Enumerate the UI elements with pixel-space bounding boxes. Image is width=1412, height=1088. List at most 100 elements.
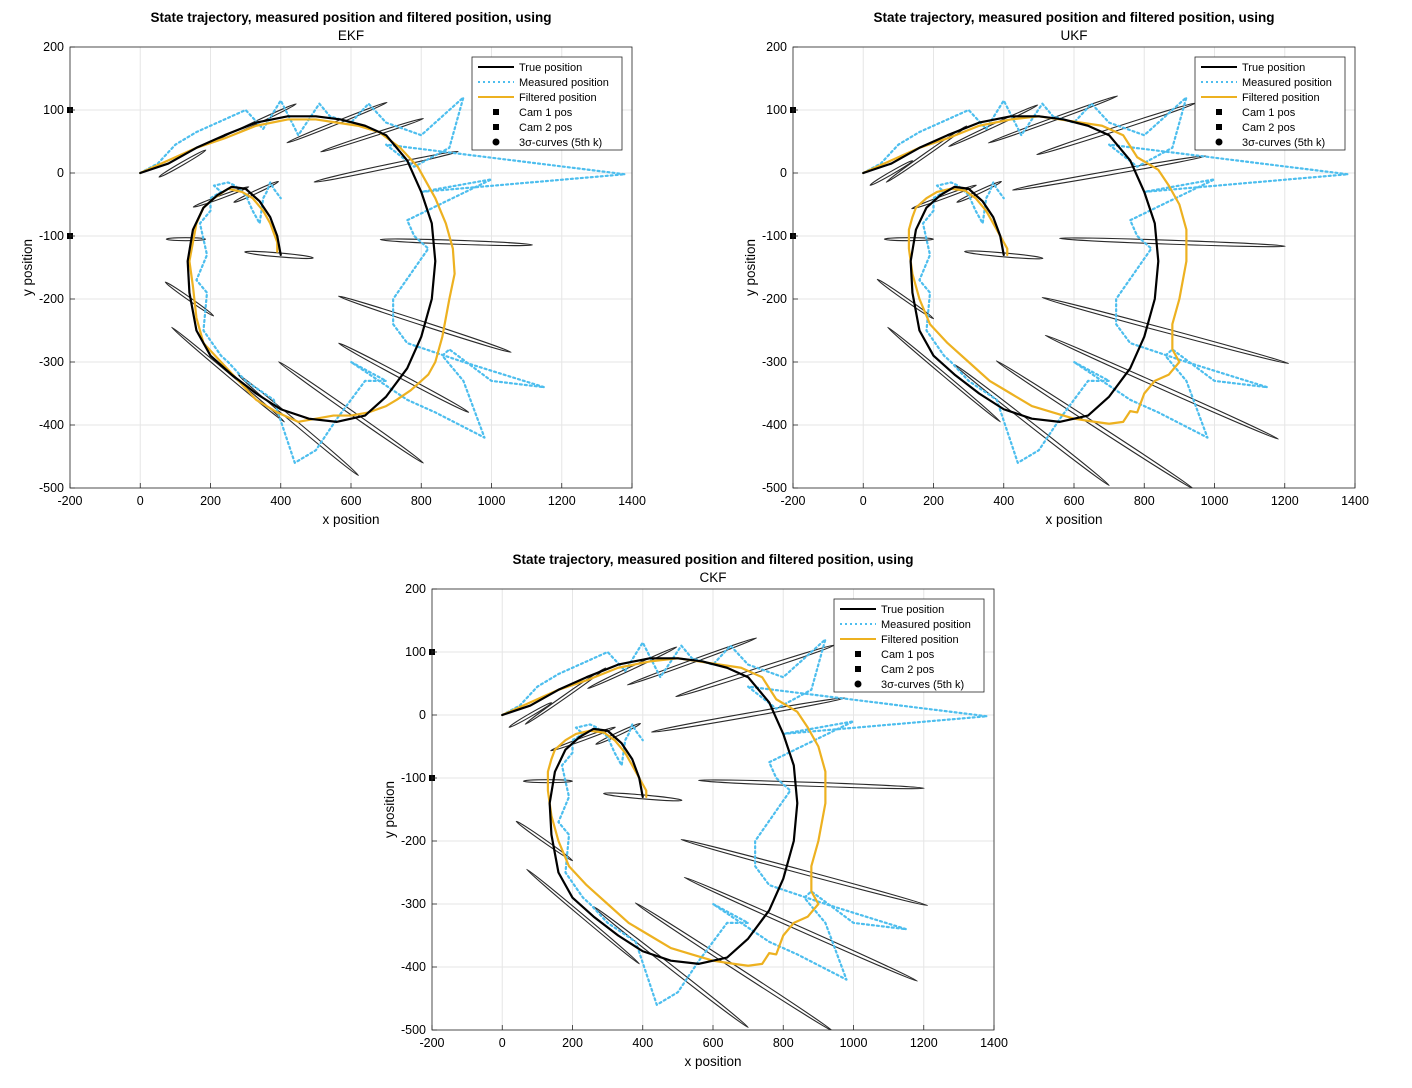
sigma-ellipse — [634, 902, 834, 1030]
chart-subtitle: UKF — [1061, 28, 1088, 43]
y-tick-label: -200 — [401, 834, 426, 848]
y-tick-label: -500 — [762, 481, 787, 495]
sigma-ellipse — [320, 117, 424, 153]
filtered-position-line — [501, 657, 827, 967]
y-tick-label: 200 — [766, 40, 787, 54]
x-tick-label: -200 — [57, 494, 82, 508]
legend-label: Filtered position — [1242, 92, 1320, 104]
legend-label: Filtered position — [519, 92, 597, 104]
sigma-ellipse — [515, 820, 574, 862]
chart-title: State trajectory, measured position and … — [512, 552, 913, 567]
x-tick-label: 800 — [1134, 494, 1155, 508]
y-tick-label: -100 — [401, 771, 426, 785]
y-axis-label: y position — [743, 239, 758, 296]
sigma-ellipse — [338, 342, 470, 413]
y-tick-label: 200 — [405, 582, 426, 596]
sigma-ellipse — [885, 125, 968, 183]
legend-label: Cam 1 pos — [1242, 107, 1296, 119]
legend-label: Cam 1 pos — [519, 107, 573, 119]
legend-label: Cam 2 pos — [519, 122, 573, 134]
sigma-ellipse — [550, 726, 616, 752]
y-tick-label: 200 — [43, 40, 64, 54]
x-tick-label: 0 — [860, 494, 867, 508]
y-tick-label: -100 — [762, 229, 787, 243]
y-tick-label: 100 — [43, 103, 64, 117]
y-tick-label: 0 — [419, 708, 426, 722]
legend-swatch-camera — [493, 109, 499, 115]
sigma-ellipse — [237, 373, 360, 477]
x-tick-label: 1000 — [840, 1036, 868, 1050]
sigma-ellipse — [526, 868, 640, 965]
x-tick-label: 1000 — [1201, 494, 1229, 508]
x-tick-label: 1400 — [618, 494, 646, 508]
x-tick-label: 1200 — [548, 494, 576, 508]
sigma-ellipse — [948, 104, 1039, 148]
y-tick-label: 0 — [57, 166, 64, 180]
sigma-ellipse — [587, 646, 678, 690]
sigma-ellipse — [698, 779, 925, 790]
y-tick-label: -300 — [39, 355, 64, 369]
sigma-ellipse — [887, 326, 1001, 423]
data-layer — [139, 96, 627, 477]
filtered-position-line — [862, 115, 1188, 425]
legend-label: Cam 2 pos — [1242, 122, 1296, 134]
sigma-ellipse — [869, 160, 914, 186]
legend-label: True position — [519, 62, 582, 74]
sigma-ellipse — [165, 237, 207, 242]
legend-swatch-camera — [493, 124, 499, 130]
sigma-ellipse — [683, 876, 918, 982]
y-tick-label: -400 — [401, 960, 426, 974]
legend-label: Measured position — [881, 619, 971, 631]
x-tick-label: 1200 — [910, 1036, 938, 1050]
legend: True position Measured position Filtered p… — [471, 56, 623, 151]
y-tick-label: -500 — [401, 1023, 426, 1037]
sigma-ellipse — [680, 838, 929, 907]
data-layer — [501, 637, 989, 1030]
sigma-ellipse — [379, 238, 533, 247]
legend-label: True position — [1242, 62, 1305, 74]
y-tick-label: -400 — [39, 418, 64, 432]
true-position-line — [139, 115, 437, 423]
x-axis-label: x position — [1045, 512, 1102, 527]
sigma-ellipse — [313, 150, 459, 183]
chart-panel-ekf: -200 0 200 400 600 800 1000 1200 1400-500-400-30… — [20, 10, 646, 527]
x-tick-label: 400 — [270, 494, 291, 508]
x-tick-label: -200 — [780, 494, 805, 508]
sigma-ellipse — [956, 180, 1002, 203]
legend-label: 3σ-curves (5th k) — [519, 137, 602, 149]
chart-panel-ukf: -200 0 200 400 600 800 1000 1200 1400-500-400-30… — [743, 10, 1369, 527]
sigma-ellipse — [508, 702, 553, 728]
legend-swatch-camera — [855, 651, 861, 657]
legend-label: Filtered position — [881, 634, 959, 646]
sigma-ellipse — [278, 361, 424, 464]
y-tick-label: -300 — [762, 355, 787, 369]
x-axis-label: x position — [684, 1054, 741, 1069]
y-axis-label: y position — [20, 239, 35, 296]
sigma-ellipse — [244, 250, 314, 260]
sigma-ellipse — [1041, 296, 1290, 365]
x-tick-label: 400 — [632, 1036, 653, 1050]
legend-swatch-ellipse — [854, 680, 862, 688]
sigma-ellipse — [286, 101, 388, 144]
legend-box — [471, 56, 623, 151]
y-tick-label: -400 — [762, 418, 787, 432]
sigma-ellipse — [192, 186, 250, 208]
legend: True position Measured position Filtered p… — [1194, 56, 1346, 151]
y-tick-label: 100 — [766, 103, 787, 117]
data-layer — [862, 95, 1350, 488]
x-tick-label: -200 — [419, 1036, 444, 1050]
x-tick-label: 0 — [137, 494, 144, 508]
legend-swatch-ellipse — [1215, 138, 1223, 146]
legend-label: 3σ-curves (5th k) — [881, 679, 964, 691]
sigma-ellipse — [158, 149, 207, 178]
y-tick-label: -200 — [762, 292, 787, 306]
x-tick-label: 200 — [562, 1036, 583, 1050]
x-tick-label: 200 — [923, 494, 944, 508]
legend-label: True position — [881, 604, 944, 616]
y-tick-label: 0 — [780, 166, 787, 180]
sigma-ellipse — [524, 667, 607, 725]
x-tick-label: 1200 — [1271, 494, 1299, 508]
y-tick-label: 100 — [405, 645, 426, 659]
x-tick-label: 400 — [993, 494, 1014, 508]
